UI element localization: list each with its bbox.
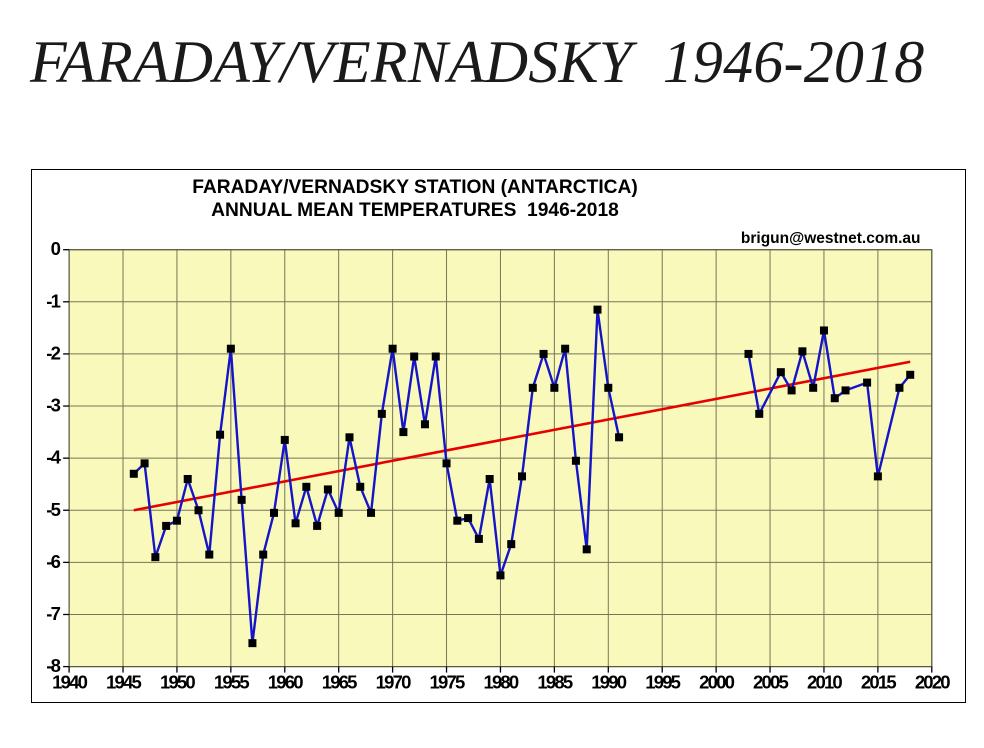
svg-text:-1: -1 <box>46 290 60 311</box>
svg-text:1990: 1990 <box>591 672 626 693</box>
svg-text:1965: 1965 <box>322 672 357 693</box>
svg-text:1975: 1975 <box>430 672 465 693</box>
svg-text:2015: 2015 <box>861 672 896 693</box>
svg-text:2000: 2000 <box>699 672 734 693</box>
svg-text:-3: -3 <box>46 395 60 416</box>
svg-text:1995: 1995 <box>645 672 680 693</box>
svg-text:1945: 1945 <box>106 672 141 693</box>
svg-text:1980: 1980 <box>483 672 518 693</box>
svg-text:2010: 2010 <box>807 672 842 693</box>
svg-text:1950: 1950 <box>160 672 195 693</box>
svg-text:0: 0 <box>51 238 61 259</box>
svg-text:-5: -5 <box>46 499 60 520</box>
svg-text:-6: -6 <box>46 551 60 572</box>
svg-text:2020: 2020 <box>915 672 950 693</box>
svg-text:1955: 1955 <box>214 672 249 693</box>
svg-text:1985: 1985 <box>537 672 572 693</box>
svg-text:-2: -2 <box>46 342 60 363</box>
svg-text:1960: 1960 <box>268 672 303 693</box>
svg-text:-4: -4 <box>46 447 61 468</box>
svg-text:1940: 1940 <box>52 672 87 693</box>
svg-text:2005: 2005 <box>753 672 788 693</box>
svg-text:1970: 1970 <box>376 672 411 693</box>
svg-text:-7: -7 <box>46 603 60 624</box>
